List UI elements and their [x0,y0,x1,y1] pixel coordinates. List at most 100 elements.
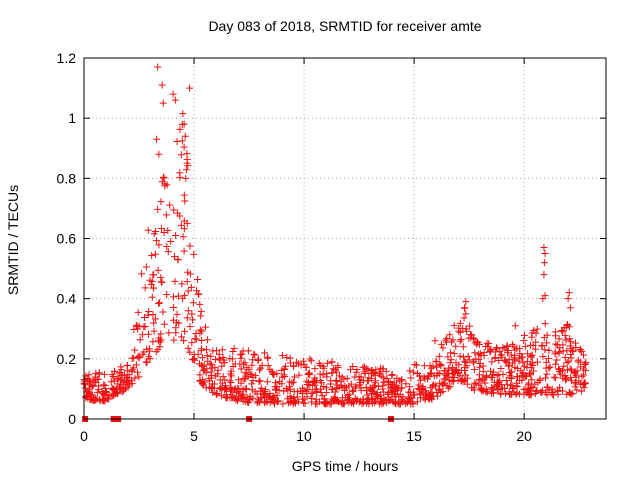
data-point [333,368,341,376]
data-point [258,394,266,402]
data-point [465,356,473,364]
data-point [114,380,122,388]
data-point [155,241,163,249]
data-point [520,373,528,381]
data-point [348,399,356,407]
data-point [180,191,188,199]
data-point [565,289,573,297]
data-point [553,356,561,364]
data-point [184,307,192,315]
data-point [351,394,359,402]
data-point [422,392,430,400]
data-point [150,327,158,335]
data-point [114,390,122,398]
data-point [497,390,505,398]
data-point [147,281,155,289]
data-point [362,365,370,373]
data-point [331,395,339,403]
data-point [227,372,235,380]
data-point [186,270,194,278]
data-point [219,373,227,381]
data-point [404,398,412,406]
data-point [118,372,126,380]
data-point [140,323,148,331]
data-point [447,356,455,364]
data-point [505,388,513,396]
data-point [343,374,351,382]
data-point [278,351,286,359]
data-point [319,371,327,379]
data-point [411,361,419,369]
data-point [571,370,579,378]
data-point [518,372,526,380]
data-point [236,351,244,359]
data-point [283,354,291,362]
data-point [555,335,563,343]
data-point [555,365,563,373]
data-point [145,353,153,361]
data-point [440,375,448,383]
data-point [138,270,146,278]
data-point [488,384,496,392]
data-point [186,323,194,331]
data-point [406,389,414,397]
data-point [250,350,258,358]
data-point [311,365,319,373]
data-point [323,359,331,367]
y-tick-label: 1 [68,110,76,126]
data-point [160,229,168,237]
data-point [399,393,407,401]
data-point [135,373,143,381]
x-axis-label: GPS time / hours [292,458,399,474]
data-point [313,385,321,393]
data-point [457,335,465,343]
data-point [207,352,215,360]
data-point [543,383,551,391]
data-point [561,332,569,340]
data-point [230,344,238,352]
data-point [417,376,425,384]
data-point [184,344,192,352]
data-point [148,293,156,301]
data-point [456,328,464,336]
data-point [246,370,254,378]
data-point [529,361,537,369]
data-point [527,352,535,360]
data-point [111,367,119,375]
data-point [295,371,303,379]
data-point [183,314,191,322]
y-tick-label: 0.6 [57,231,77,247]
data-point [136,336,144,344]
data-point [487,345,495,353]
data-point [549,388,557,396]
data-point [542,364,550,372]
data-point [237,365,245,373]
data-point [310,379,318,387]
data-point [243,393,251,401]
data-point [582,367,590,375]
data-point [141,284,149,292]
data-point [152,237,160,245]
data-point [491,348,499,356]
data-point [104,395,112,403]
data-point [84,394,92,402]
data-point [392,385,400,393]
data-point [551,348,559,356]
data-point [559,387,567,395]
data-point [169,293,177,301]
y-tick-label: 0.2 [57,351,77,367]
y-tick-label: 0 [68,411,76,427]
data-point [229,392,237,400]
data-point [274,397,282,405]
data-point [360,377,368,385]
data-point [188,339,196,347]
data-point [143,345,151,353]
data-point [198,336,206,344]
data-point [476,350,484,358]
data-point [328,386,336,394]
data-point [421,375,429,383]
data-point [420,373,428,381]
data-point [516,350,524,358]
data-point [473,340,481,348]
data-point [308,395,316,403]
